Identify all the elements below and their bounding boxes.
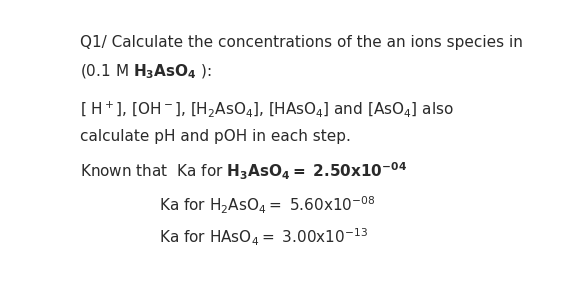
Text: calculate pH and pOH in each step.: calculate pH and pOH in each step. <box>80 129 351 144</box>
Text: Known that  Ka for $\mathbf{H_3AsO_4}$$\mathbf{=}$ $\mathbf{2.50x10^{-04}}$: Known that Ka for $\mathbf{H_3AsO_4}$$\m… <box>80 161 407 182</box>
Text: [ H$^+$], [OH$^-$], [H$_2$AsO$_4$], [HAsO$_4$] and [AsO$_4$] also: [ H$^+$], [OH$^-$], [H$_2$AsO$_4$], [HAs… <box>80 100 454 119</box>
Text: Ka for HAsO$_4$$=$ 3.00x10$^{-13}$: Ka for HAsO$_4$$=$ 3.00x10$^{-13}$ <box>159 227 368 249</box>
Text: Q1/ Calculate the concentrations of the an ions species in: Q1/ Calculate the concentrations of the … <box>80 35 523 50</box>
Text: (0.1 M $\mathbf{H_3AsO_4}$ ):: (0.1 M $\mathbf{H_3AsO_4}$ ): <box>80 63 212 81</box>
Text: Ka for H$_2$AsO$_4$$=$ 5.60x10$^{-08}$: Ka for H$_2$AsO$_4$$=$ 5.60x10$^{-08}$ <box>159 194 376 216</box>
